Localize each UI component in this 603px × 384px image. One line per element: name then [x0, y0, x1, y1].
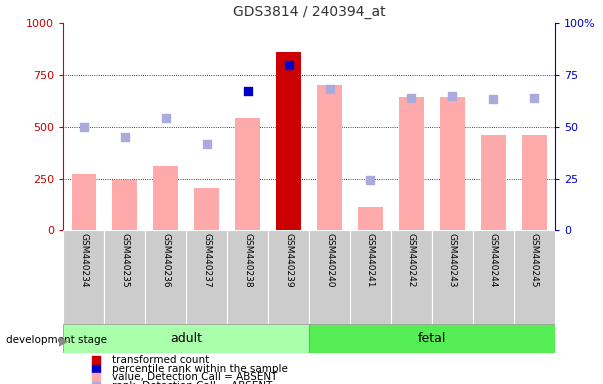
Bar — [268, 230, 309, 324]
Text: adult: adult — [170, 333, 202, 345]
Text: GSM440241: GSM440241 — [366, 233, 375, 288]
Bar — [350, 230, 391, 324]
Text: GSM440243: GSM440243 — [448, 233, 457, 288]
Text: GSM440234: GSM440234 — [79, 233, 88, 288]
Title: GDS3814 / 240394_at: GDS3814 / 240394_at — [233, 5, 385, 19]
Text: GSM440239: GSM440239 — [284, 233, 293, 288]
Point — [529, 94, 539, 101]
Bar — [194, 188, 219, 230]
Point — [243, 88, 253, 94]
Bar — [522, 135, 546, 230]
Text: fetal: fetal — [418, 333, 446, 345]
Point — [202, 141, 212, 147]
Point — [488, 96, 498, 102]
Point — [92, 357, 101, 363]
Point — [324, 86, 334, 93]
Bar — [309, 230, 350, 324]
Text: GSM440237: GSM440237 — [202, 233, 211, 288]
Bar — [358, 207, 383, 230]
Bar — [235, 118, 260, 230]
Text: GSM440238: GSM440238 — [243, 233, 252, 288]
Point — [161, 115, 171, 121]
Bar — [399, 97, 424, 230]
Point — [447, 93, 457, 99]
Text: GSM440235: GSM440235 — [120, 233, 129, 288]
Point — [92, 383, 101, 384]
Point — [92, 374, 101, 380]
Bar — [514, 230, 555, 324]
Text: transformed count: transformed count — [112, 355, 209, 365]
Bar — [113, 180, 137, 230]
Point — [79, 124, 89, 130]
Bar — [145, 230, 186, 324]
Bar — [72, 174, 96, 230]
Text: ▶: ▶ — [59, 334, 69, 348]
Text: value, Detection Call = ABSENT: value, Detection Call = ABSENT — [112, 372, 277, 382]
Text: GSM440242: GSM440242 — [407, 233, 416, 288]
Text: GSM440245: GSM440245 — [530, 233, 539, 288]
Point — [365, 177, 375, 183]
Bar — [186, 230, 227, 324]
Text: percentile rank within the sample: percentile rank within the sample — [112, 364, 288, 374]
Bar — [276, 52, 301, 230]
Bar — [63, 230, 104, 324]
Bar — [317, 85, 342, 230]
Bar — [104, 230, 145, 324]
Point — [120, 134, 130, 140]
Point — [92, 366, 101, 372]
Bar — [473, 230, 514, 324]
Bar — [63, 324, 309, 353]
Bar — [440, 97, 465, 230]
Text: GSM440240: GSM440240 — [325, 233, 334, 288]
Point — [406, 94, 416, 101]
Point — [284, 61, 294, 68]
Text: rank, Detection Call = ABSENT: rank, Detection Call = ABSENT — [112, 381, 272, 384]
Bar — [309, 324, 555, 353]
Bar — [227, 230, 268, 324]
Bar — [391, 230, 432, 324]
Bar — [153, 166, 178, 230]
Text: GSM440244: GSM440244 — [489, 233, 498, 288]
Text: development stage: development stage — [6, 335, 107, 345]
Bar — [432, 230, 473, 324]
Text: GSM440236: GSM440236 — [161, 233, 170, 288]
Bar — [481, 135, 505, 230]
